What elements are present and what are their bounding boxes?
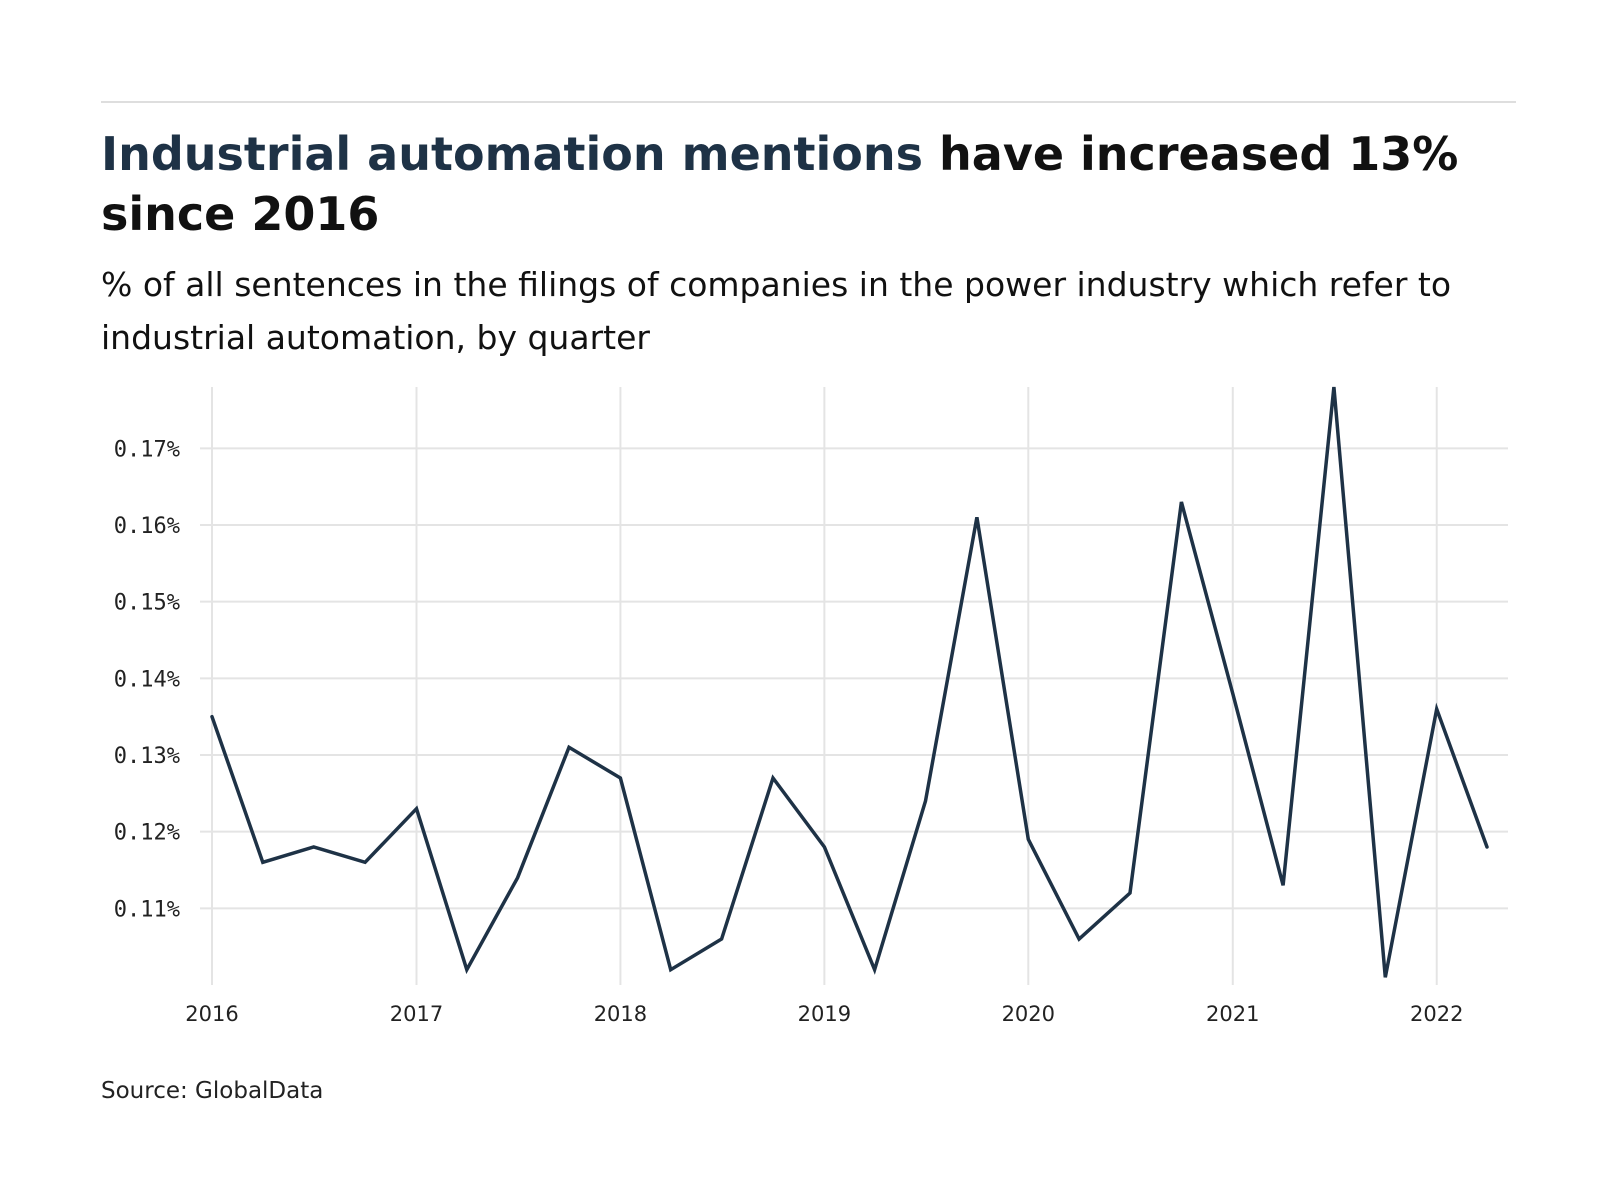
x-axis-tick-labels: 2016 2017 2018 2019 2020 2021 2022 (185, 1002, 1463, 1026)
chart-subtitle: % of all sentences in the filings of com… (101, 265, 1452, 357)
source-note: Source: GlobalData (101, 1078, 324, 1104)
y-tick-label: 0.13% (114, 744, 180, 769)
series-layer (210, 386, 1489, 978)
y-axis-tick-labels: 0.11% 0.12% 0.13% 0.14% 0.15% 0.16% 0.17% (114, 437, 180, 922)
line-chart: 0.11% 0.12% 0.13% 0.14% 0.15% 0.16% 0.17% 2016… (114, 386, 1508, 1026)
chart-title-rest: have increased 13% since 2016 (101, 127, 1459, 241)
series-line (210, 386, 1489, 978)
top-divider (101, 101, 1516, 103)
chart-title-highlight: Industrial automation mentions (101, 127, 924, 181)
y-tick-label: 0.15% (114, 591, 180, 616)
x-tick-label: 2020 (1002, 1002, 1055, 1026)
x-tick-label: 2016 (185, 1002, 238, 1026)
x-tick-label: 2022 (1410, 1002, 1463, 1026)
x-tick-label: 2021 (1206, 1002, 1259, 1026)
x-tick-label: 2019 (798, 1002, 851, 1026)
x-tick-label: 2017 (390, 1002, 443, 1026)
chart-title: Industrial automation mentions have incr… (101, 124, 1521, 244)
x-tick-label: 2018 (594, 1002, 647, 1026)
y-tick-label: 0.16% (114, 514, 180, 539)
y-tick-label: 0.11% (114, 897, 180, 922)
grid-lines (200, 387, 1508, 985)
y-tick-label: 0.14% (114, 667, 180, 692)
y-tick-label: 0.12% (114, 821, 180, 846)
y-tick-label: 0.17% (114, 437, 180, 462)
